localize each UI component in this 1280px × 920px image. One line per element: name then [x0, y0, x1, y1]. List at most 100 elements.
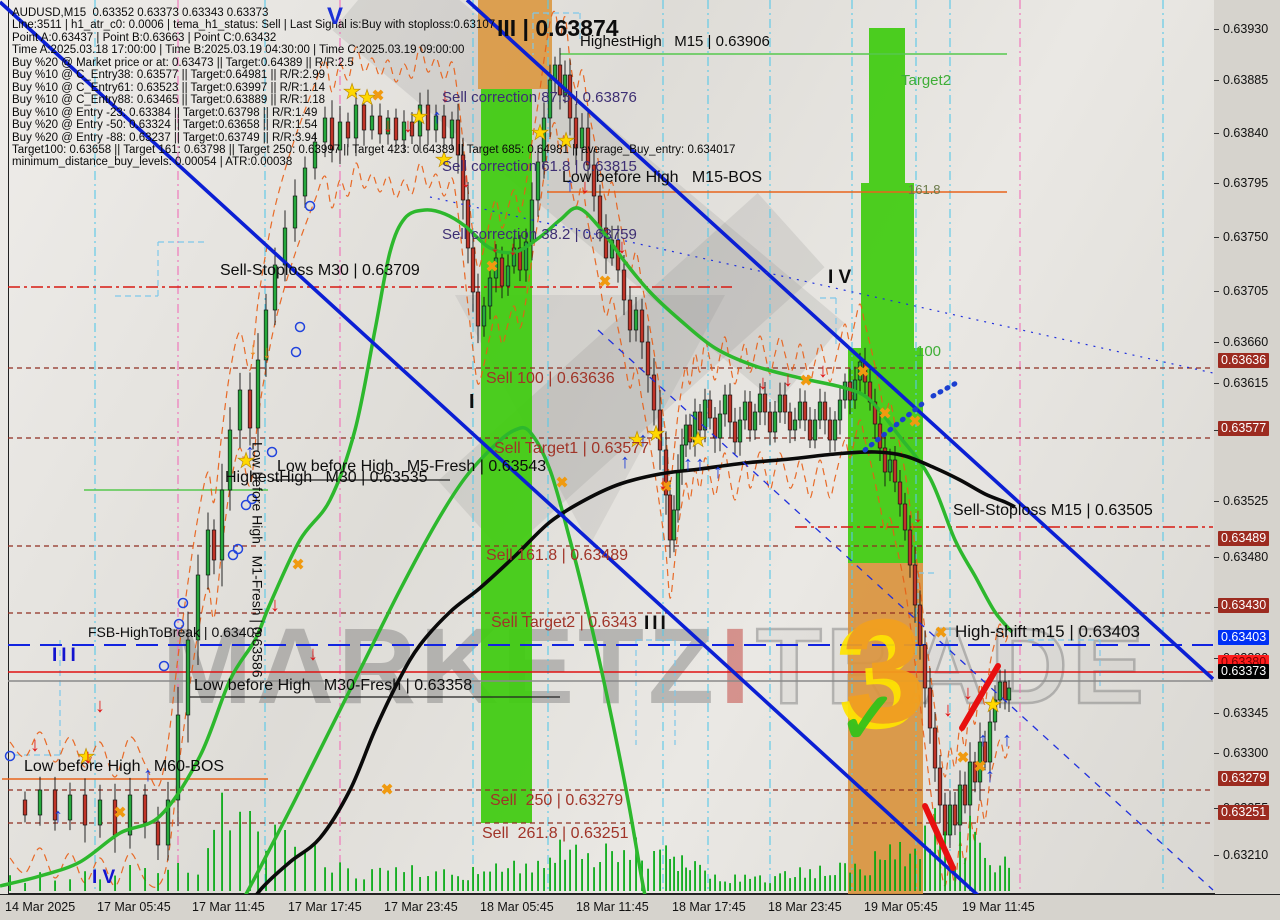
candle-body: [987, 721, 993, 763]
chart-info-panel: AUDUSD,M15 0.63352 0.63373 0.63343 0.633…: [12, 7, 735, 169]
label-fsb-hightobreak: FSB-HighToBreak | 0.63403: [88, 624, 263, 640]
volume-bar: [265, 850, 267, 891]
ma-green-fast: [0, 206, 1014, 888]
candle-body: [972, 761, 978, 783]
info-line: Buy %10 @ C_Entry61: 0.63523 || Target:0…: [12, 81, 326, 94]
candle-body: [683, 424, 689, 446]
sell-arrow-icon: ↓: [580, 176, 590, 198]
entry-circle: [294, 321, 306, 333]
volume-bar: [839, 862, 841, 891]
label-sell-stoploss-m15: Sell-Stoploss M15 | 0.63505: [953, 502, 1153, 519]
candle-body: [155, 821, 161, 846]
sell-arrow-icon: ↓: [508, 238, 518, 260]
volume-bar: [525, 863, 527, 891]
price-tag: 0.63489: [1218, 531, 1270, 546]
info-line: Point A:0.63437 | Point B:0.63663 | Poin…: [12, 31, 277, 44]
volume-bar: [784, 871, 786, 891]
label-sell-target1: Sell Target1 | 0.63577: [494, 440, 650, 457]
candle-body: [82, 794, 88, 826]
column-orange-right: [848, 563, 923, 895]
volume-bar: [704, 870, 706, 891]
label-low-before-high-m15-bos: Low before High M15-BOS: [562, 169, 763, 186]
volume-bar: [794, 877, 796, 891]
price-tick: [1214, 383, 1219, 384]
price-label: 0.63705: [1223, 284, 1269, 298]
red-stroke: [922, 803, 956, 871]
candle-body: [907, 529, 913, 566]
orange-arrow-icon: ↓: [249, 339, 258, 359]
price-tag: 0.63251: [1218, 805, 1270, 820]
label-161-8: 161.8: [908, 182, 941, 197]
star-marker-icon: ★: [531, 122, 550, 145]
atr-envelope-line: [9, 121, 1010, 888]
volume-bar: [274, 824, 276, 891]
label-100: 100: [916, 343, 942, 360]
volume-bar: [144, 868, 146, 891]
price-label: 0.63840: [1223, 126, 1269, 140]
candle-body: [523, 241, 529, 271]
candle-body: [802, 401, 808, 421]
label-target2: Target2: [901, 72, 952, 89]
volume-bar: [84, 871, 86, 891]
candle-body: [627, 299, 633, 331]
candle-body: [727, 394, 733, 423]
volume-bar: [564, 859, 566, 891]
candle-body: [487, 277, 493, 307]
candle-body: [887, 459, 893, 473]
x-marker-icon: ✖: [114, 805, 127, 822]
volume-bar: [994, 872, 996, 891]
candle-body: [401, 121, 407, 141]
candle-body: [499, 257, 505, 287]
candle-body: [902, 503, 908, 531]
time-label: 17 Mar 23:45: [384, 900, 458, 914]
volume-bar: [729, 883, 731, 891]
label-sell-100: Sell 100 | 0.63636: [486, 370, 615, 387]
volume-bar: [829, 875, 831, 891]
volume-bar: [689, 870, 691, 891]
volume-bar: [959, 831, 961, 891]
volume-bar: [294, 846, 296, 891]
volume-bar: [849, 872, 851, 891]
buy-arrow-icon: ↑: [978, 729, 988, 751]
price-axis[interactable]: 0.63930 0.63885 0.63840 0.63795 0.63750 0.637…: [1214, 0, 1280, 893]
volume-bar: [575, 844, 577, 891]
x-marker-icon: ✖: [556, 475, 569, 492]
volume-bar: [129, 864, 131, 891]
volume-bar: [864, 875, 866, 891]
label-i-roman: I: [469, 391, 475, 413]
red-stroke: [959, 663, 1001, 731]
sell-arrow-icon: ↓: [403, 115, 413, 137]
volume-bar: [355, 878, 357, 891]
price-tick: [1214, 713, 1219, 714]
candle-body: [742, 401, 748, 421]
bead-chain: [930, 379, 961, 399]
candle-body: [603, 227, 609, 259]
volume-bar: [462, 879, 464, 891]
volume-bar: [874, 851, 876, 891]
candle-body: [892, 459, 898, 483]
time-axis[interactable]: 14 Mar 2025 17 Mar 05:45 17 Mar 11:45 17 Ma…: [0, 894, 1280, 920]
sell-arrow-icon: ↓: [440, 85, 450, 107]
volume-bar: [949, 860, 951, 891]
volume-bar: [477, 874, 479, 891]
star-marker-icon: ★: [343, 81, 362, 104]
candle-body: [707, 399, 713, 419]
price-tick: [1214, 658, 1219, 659]
volume-bar: [914, 848, 916, 891]
volume-bar: [495, 863, 497, 891]
info-line: Buy %10 @ C_Entry88: 0.63465 || Target:0…: [12, 94, 326, 107]
candle-body: [877, 423, 883, 449]
candle-body: [449, 119, 455, 139]
volume-bar: [543, 868, 545, 891]
price-tag: 0.63373: [1218, 664, 1270, 679]
candle-body: [882, 447, 888, 473]
entry-circle: [158, 660, 170, 672]
entry-circle: [240, 499, 252, 511]
candle-body: [465, 199, 471, 249]
drawing-check-icon: ✓: [838, 679, 899, 759]
candle-body: [322, 117, 328, 143]
candle-body: [547, 79, 553, 119]
candle-body: [675, 471, 681, 511]
price-tick: [1214, 808, 1219, 809]
